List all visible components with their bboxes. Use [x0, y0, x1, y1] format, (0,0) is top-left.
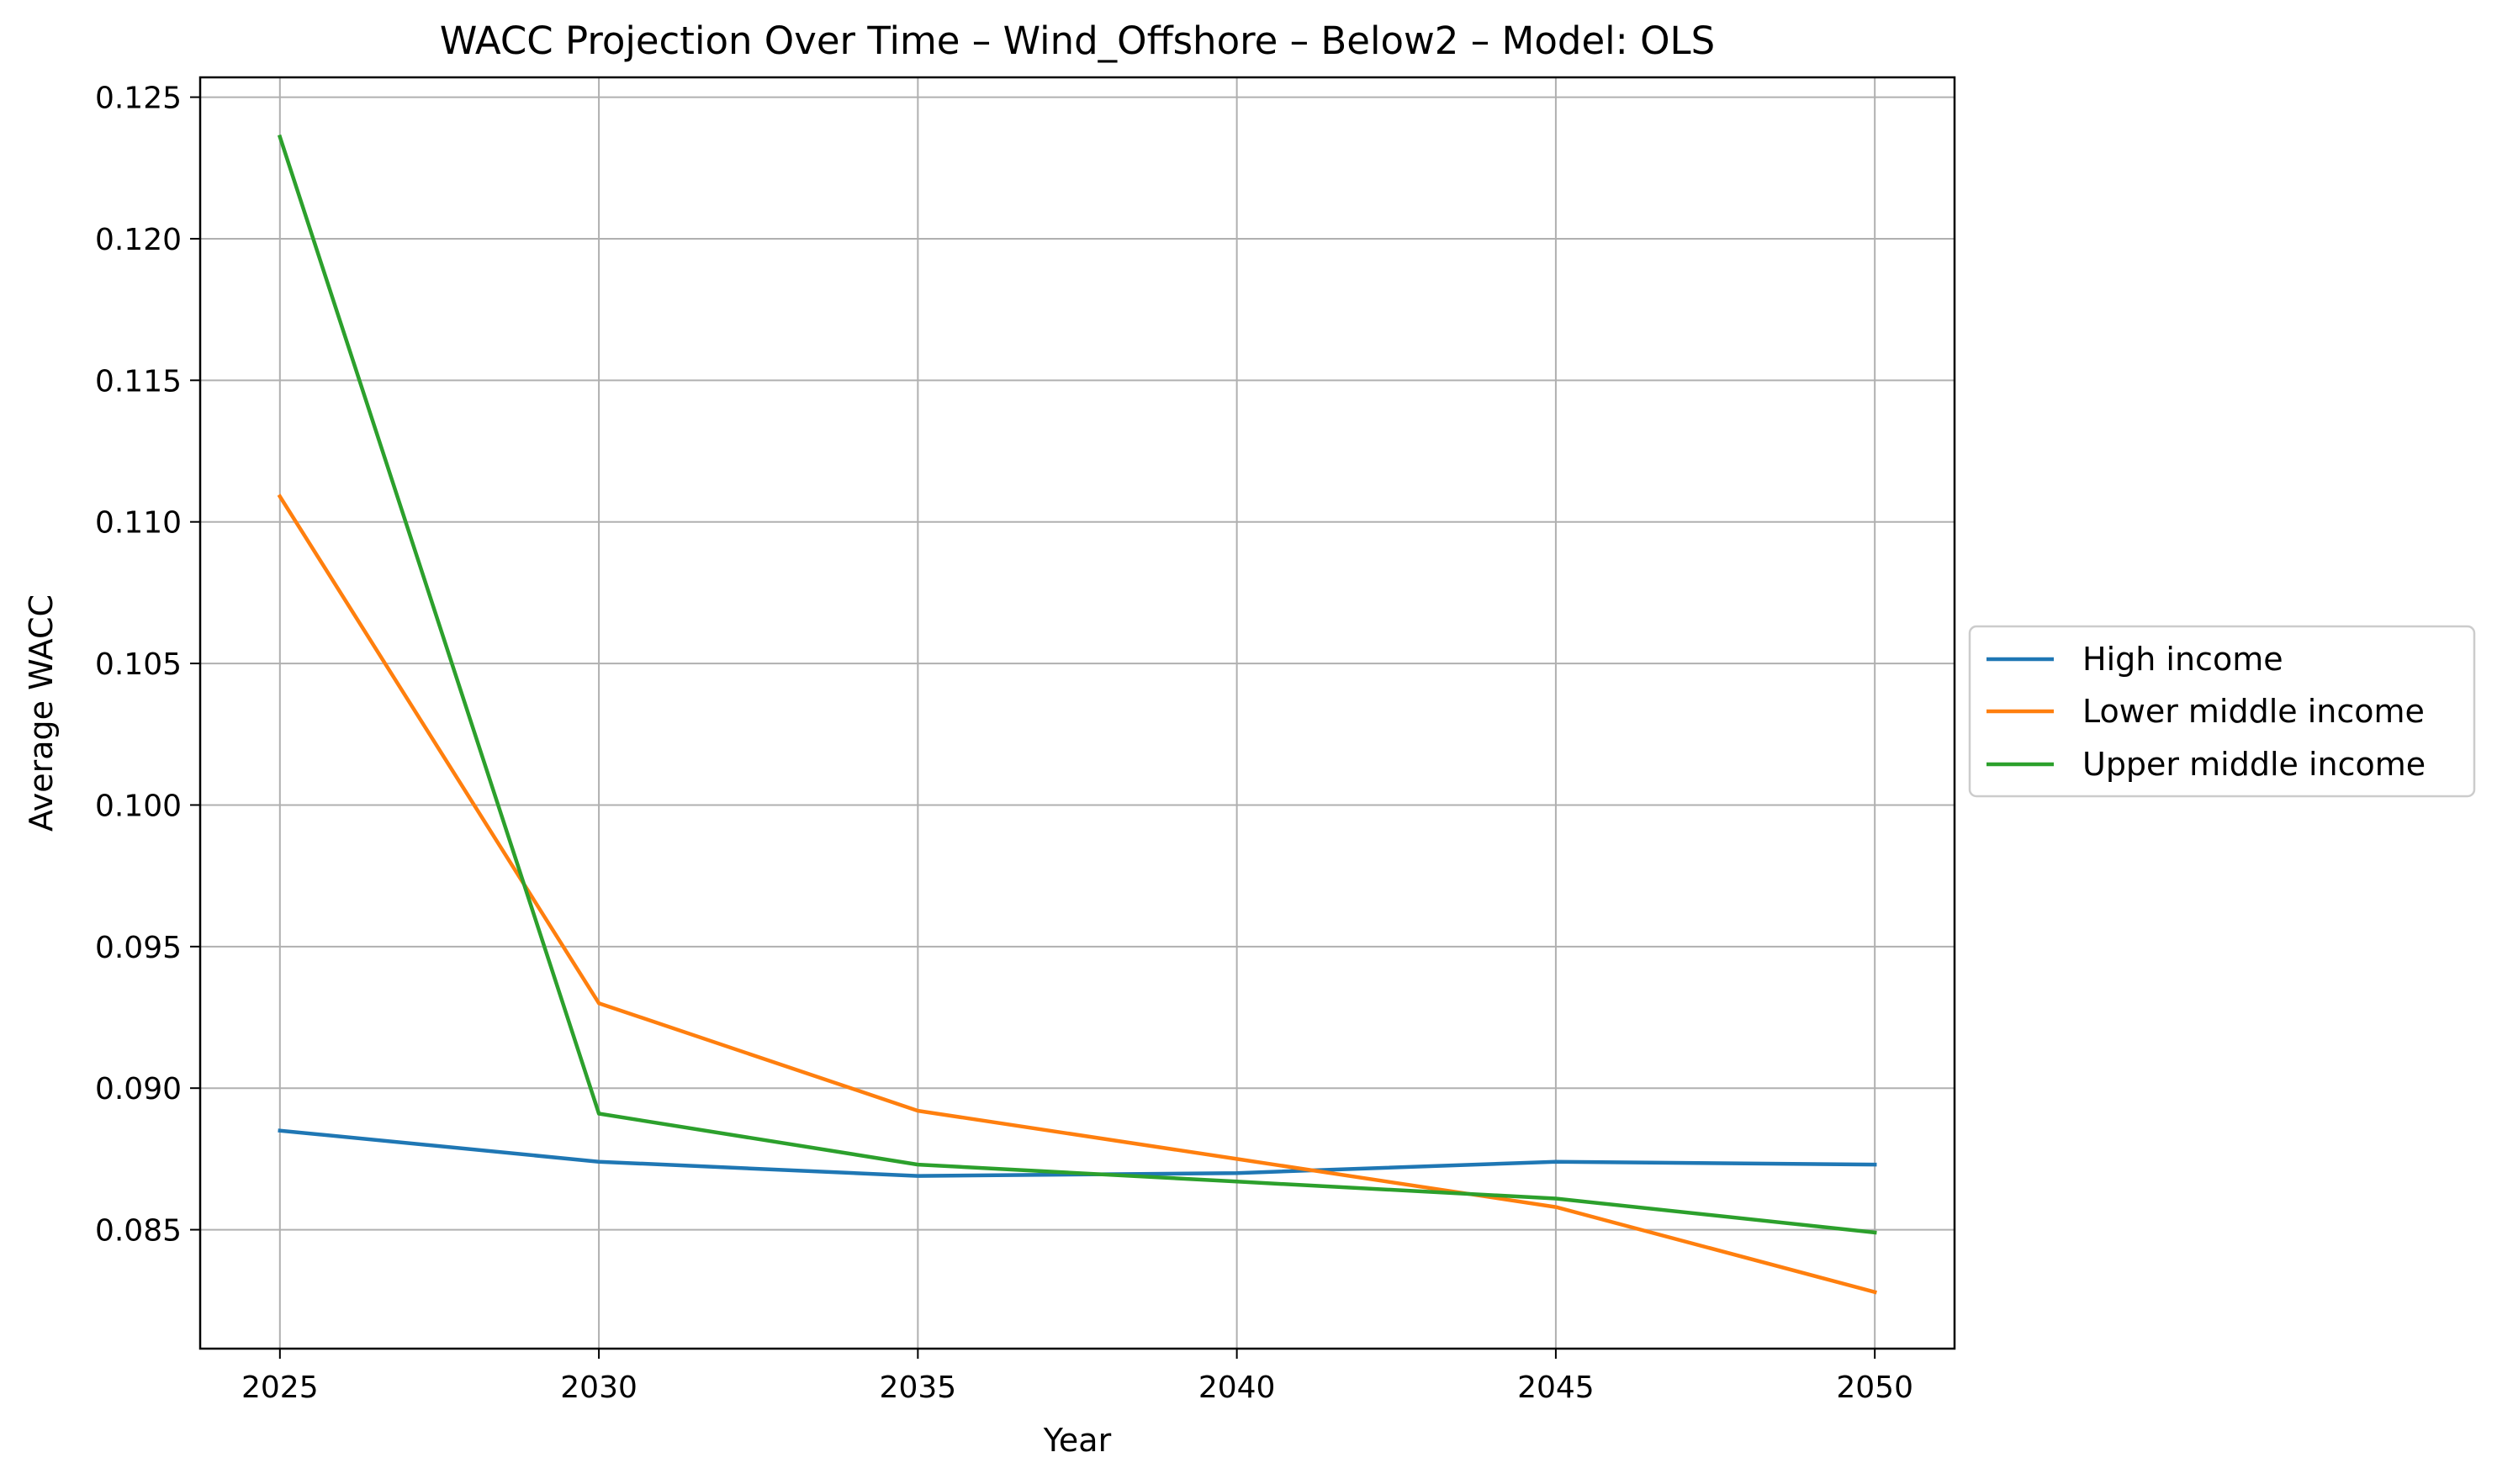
chart-title: WACC Projection Over Time – Wind_Offshor… [440, 18, 1715, 63]
series-line-lower-middle-income [277, 494, 1877, 1295]
x-tick-label: 2030 [560, 1370, 637, 1405]
y-tick-label: 0.100 [95, 789, 182, 823]
x-axis-label: Year [1043, 1422, 1112, 1459]
x-tick-label: 2025 [241, 1370, 319, 1405]
x-tick-label: 2035 [880, 1370, 957, 1405]
y-axis-label: Average WACC [23, 594, 60, 832]
legend-frame [1968, 625, 2476, 798]
x-tick-label: 2050 [1836, 1370, 1913, 1405]
y-tick-label: 0.090 [95, 1072, 182, 1106]
grid [200, 77, 1955, 1349]
y-tick-label: 0.110 [95, 506, 182, 541]
legend-label-lower-middle-income: Lower middle income [2082, 693, 2425, 730]
y-tick-label: 0.105 [95, 647, 182, 682]
y-tick-label: 0.120 [95, 223, 182, 257]
y-tick-label: 0.125 [95, 82, 182, 116]
legend: High income Lower middle income Upper mi… [1968, 625, 2476, 798]
series-line-upper-middle-income [277, 134, 1877, 1235]
legend-label-upper-middle-income: Upper middle income [2082, 746, 2426, 783]
series-lines [277, 134, 1877, 1295]
y-tick-label: 0.115 [95, 364, 182, 399]
legend-label-high-income: High income [2082, 641, 2283, 678]
plot-area-frame [198, 76, 1956, 1350]
x-axis-ticks: 2025 2030 2035 2040 2045 2050 [241, 1349, 1913, 1405]
y-tick-label: 0.095 [95, 931, 182, 965]
y-axis-ticks: 0.085 0.090 0.095 0.100 0.105 0.110 0.115 0.120… [95, 82, 200, 1249]
x-tick-label: 2040 [1198, 1370, 1276, 1405]
y-tick-label: 0.085 [95, 1214, 182, 1249]
x-tick-label: 2045 [1517, 1370, 1595, 1405]
